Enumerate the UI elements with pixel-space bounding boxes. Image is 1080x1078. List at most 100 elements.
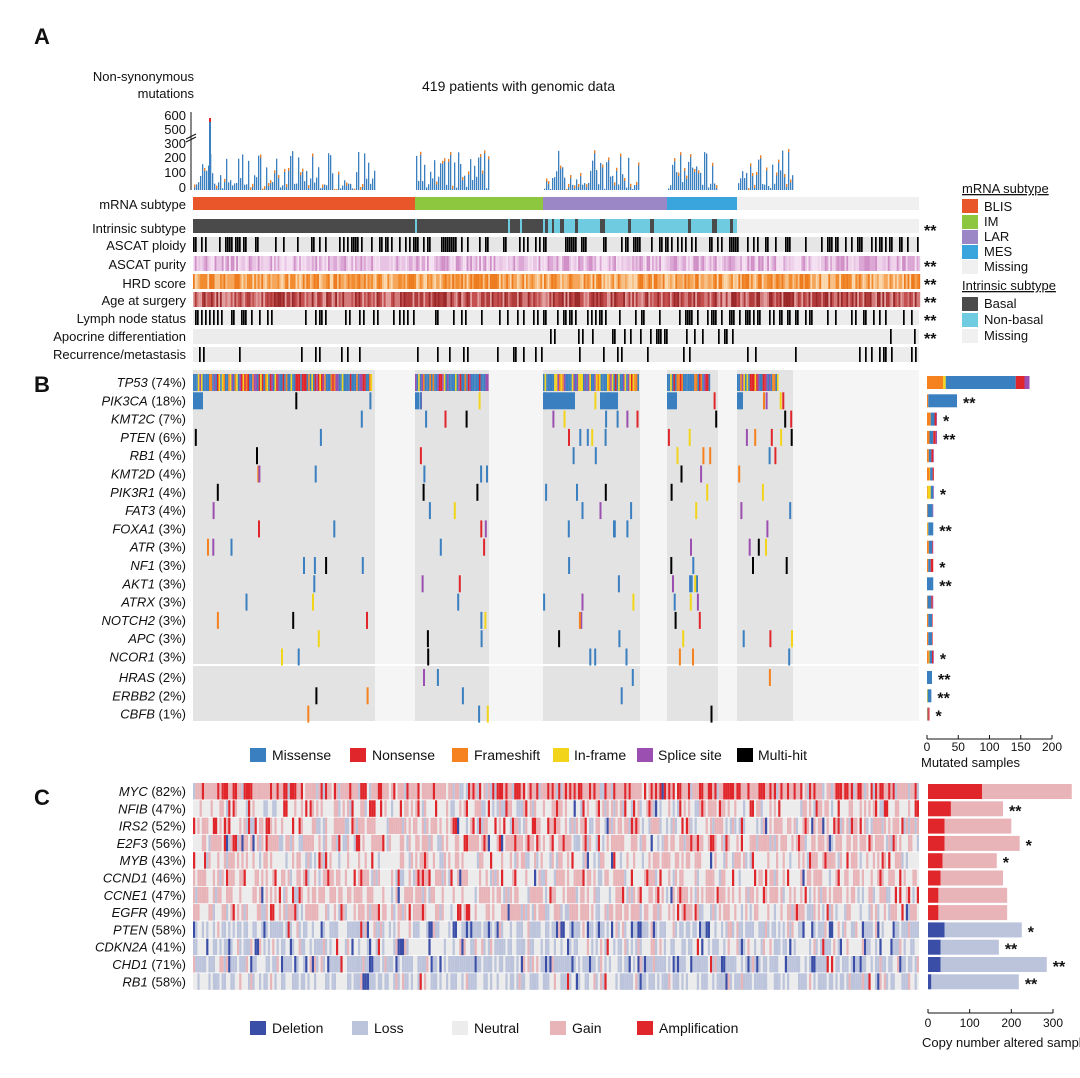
cna-cell	[369, 800, 372, 817]
cna-cell	[465, 817, 468, 835]
ploidy-mark	[747, 237, 749, 252]
cna-cell	[344, 817, 347, 835]
lymph-mark	[601, 310, 603, 325]
hrd-mark	[607, 274, 609, 289]
cna-cell	[353, 956, 356, 973]
age-mark	[535, 292, 537, 307]
cna-cell	[272, 904, 275, 921]
purity-mark	[200, 256, 202, 271]
tmb-bar	[324, 184, 326, 190]
cna-cell	[652, 869, 655, 886]
cna-cell	[217, 852, 220, 869]
cna-cell	[903, 921, 906, 938]
mut-cell-rb1	[594, 447, 597, 465]
purity-mark	[675, 256, 678, 271]
cna-cell	[509, 956, 512, 973]
purity-mark	[749, 256, 751, 271]
purity-mark	[454, 256, 456, 271]
mut-bar-segment	[930, 559, 934, 572]
cna-cell	[729, 817, 732, 835]
age-mark	[292, 292, 294, 307]
cna-cell	[492, 783, 495, 800]
lymph-mark	[707, 310, 709, 325]
age-mark	[873, 292, 876, 307]
cna-cell	[452, 817, 455, 835]
hrd-mark	[342, 274, 345, 289]
tmb-bar	[740, 178, 742, 190]
cna-cell	[604, 938, 607, 956]
cna-cell	[325, 852, 328, 869]
tmb-bar	[218, 182, 220, 190]
tmb-bar	[318, 167, 320, 190]
mutation-barplot: TP53 (74%)PIK3CA (18%) **KMT2C (7%) *PTEN …	[101, 375, 1062, 770]
cna-cell	[611, 783, 614, 800]
cna-cell	[804, 834, 807, 852]
age-mark	[896, 292, 899, 307]
apocrine-mark	[914, 329, 916, 344]
purity-mark	[745, 256, 748, 271]
cna-cell	[828, 973, 831, 990]
mut-cell-rb1	[768, 447, 771, 465]
cna-cell	[245, 852, 248, 869]
purity-mark	[293, 256, 296, 271]
mut-cell-tp53	[691, 374, 693, 391]
cna-cell	[912, 904, 915, 921]
age-mark	[639, 292, 642, 307]
mut-cell-tp53	[565, 374, 567, 391]
purity-mark	[486, 256, 489, 271]
age-mark	[909, 292, 912, 307]
cna-cell	[872, 783, 875, 800]
purity-mark	[410, 256, 413, 271]
cna-cell	[265, 800, 268, 817]
hrd-mark	[740, 274, 742, 289]
mut-cell-tp53	[435, 374, 438, 391]
cna-cell	[780, 834, 783, 852]
mut-cell-tp53	[667, 374, 669, 391]
age-mark	[470, 292, 472, 307]
age-mark	[693, 292, 696, 307]
mut-cell-kmt2c	[465, 410, 468, 428]
cna-cell	[410, 800, 413, 817]
cna-cell	[446, 817, 449, 835]
cna-cell	[283, 886, 286, 904]
lymph-mark	[769, 310, 771, 325]
cna-cell	[421, 904, 424, 921]
hrd-mark	[625, 274, 627, 289]
intrinsic-basal-mark	[628, 219, 631, 233]
cna-cell	[523, 852, 526, 869]
cna-cell	[721, 817, 724, 835]
cna-cell	[734, 904, 737, 921]
cna-cell	[553, 956, 556, 973]
mut-cell-tp53	[239, 374, 241, 391]
cna-cell	[305, 800, 308, 817]
cna-cell	[677, 886, 680, 904]
apocrine-mark	[578, 329, 580, 344]
cna-cell	[443, 956, 446, 973]
cna-cell	[241, 783, 244, 800]
hrd-mark	[583, 274, 586, 289]
mut-cell-atr	[483, 538, 486, 556]
mut-cell-tp53	[369, 374, 371, 391]
cna-cell	[859, 834, 862, 852]
cna-cell	[270, 886, 273, 904]
hrd-mark	[194, 274, 197, 289]
mut-gene-label: APC (3%)	[127, 631, 186, 646]
mut-group-bg	[415, 370, 489, 664]
cna-cell	[652, 956, 655, 973]
cna-cell	[307, 904, 310, 921]
cna-cell	[608, 886, 611, 904]
purity-mark	[302, 256, 305, 271]
cna-cell	[452, 783, 455, 800]
cna-cell	[723, 938, 726, 956]
cna-cell	[311, 834, 314, 852]
ploidy-mark	[681, 237, 683, 252]
cna-cell	[773, 886, 776, 904]
ploidy-mark	[581, 237, 583, 252]
mut-gene-label: KMT2D (4%)	[111, 467, 186, 482]
hrd-mark	[666, 274, 669, 289]
mut-bar-segment	[931, 595, 933, 609]
cna-cell	[756, 956, 759, 973]
gene-name: PIK3CA	[101, 393, 147, 408]
cna-cell	[736, 973, 739, 990]
mut-cell-tp53	[773, 374, 776, 391]
